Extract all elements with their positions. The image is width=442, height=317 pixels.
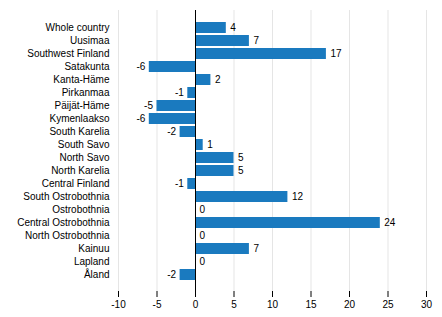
svg-text:Pirkanmaa: Pirkanmaa: [62, 87, 110, 98]
svg-text:-1: -1: [175, 178, 184, 189]
svg-text:North Ostrobothnia: North Ostrobothnia: [25, 230, 110, 241]
svg-text:0: 0: [193, 299, 199, 310]
svg-text:-6: -6: [136, 61, 145, 72]
svg-text:Päijät-Häme: Päijät-Häme: [54, 100, 109, 111]
svg-text:1: 1: [207, 139, 213, 150]
svg-text:-6: -6: [136, 113, 145, 124]
svg-text:30: 30: [421, 299, 433, 310]
svg-text:5: 5: [231, 299, 237, 310]
svg-text:5: 5: [238, 165, 244, 176]
svg-text:-1: -1: [175, 87, 184, 98]
svg-text:17: 17: [330, 48, 342, 59]
svg-text:4: 4: [230, 22, 236, 33]
svg-text:South Karelia: South Karelia: [49, 126, 109, 137]
svg-text:12: 12: [292, 191, 304, 202]
svg-text:-10: -10: [111, 299, 126, 310]
svg-text:5: 5: [238, 152, 244, 163]
svg-text:Kymenlaakso: Kymenlaakso: [49, 113, 109, 124]
svg-text:Åland: Åland: [84, 268, 110, 280]
svg-text:Kanta-Häme: Kanta-Häme: [53, 74, 110, 85]
svg-text:2: 2: [215, 74, 221, 85]
svg-text:North Savo: North Savo: [59, 152, 109, 163]
svg-text:Ostrobothnia: Ostrobothnia: [52, 204, 110, 215]
svg-text:Satakunta: Satakunta: [64, 61, 109, 72]
svg-text:15: 15: [305, 299, 317, 310]
svg-text:Central Ostrobothnia: Central Ostrobothnia: [17, 217, 110, 228]
svg-text:7: 7: [253, 243, 259, 254]
svg-text:24: 24: [384, 217, 396, 228]
svg-text:25: 25: [382, 299, 394, 310]
svg-text:0: 0: [200, 256, 206, 267]
svg-text:Lapland: Lapland: [74, 256, 110, 267]
svg-text:10: 10: [267, 299, 279, 310]
svg-text:South Ostrobothnia: South Ostrobothnia: [23, 191, 110, 202]
svg-text:North Karelia: North Karelia: [51, 165, 110, 176]
svg-text:0: 0: [200, 230, 206, 241]
svg-text:South Savo: South Savo: [58, 139, 110, 150]
svg-text:-5: -5: [144, 100, 153, 111]
svg-text:Whole country: Whole country: [46, 22, 110, 33]
svg-text:Southwest Finland: Southwest Finland: [27, 48, 109, 59]
svg-text:0: 0: [200, 204, 206, 215]
svg-text:-5: -5: [153, 299, 162, 310]
svg-text:7: 7: [253, 35, 259, 46]
svg-text:Kainuu: Kainuu: [78, 243, 109, 254]
svg-text:-2: -2: [167, 126, 176, 137]
svg-text:20: 20: [344, 299, 356, 310]
svg-text:Uusimaa: Uusimaa: [70, 35, 110, 46]
svg-text:-2: -2: [167, 269, 176, 280]
svg-text:Central Finland: Central Finland: [42, 178, 110, 189]
